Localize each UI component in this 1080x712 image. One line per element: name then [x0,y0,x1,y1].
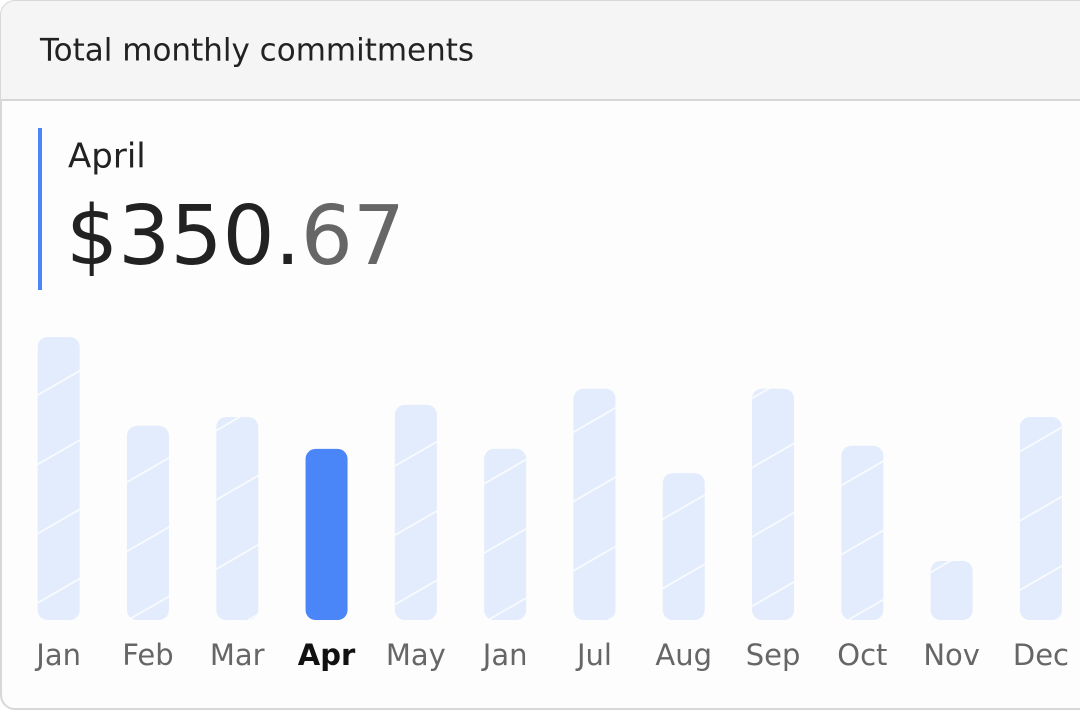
bar-stripes [930,560,973,620]
bar-stripes [573,388,616,620]
bar-selected [305,448,348,620]
x-tick-label: Feb [122,638,173,672]
selected-amount: $350.67 [66,189,405,284]
bar-stripes [1019,417,1062,620]
header-title: Total monthly commitments [39,33,474,69]
bar-stripes [126,425,169,620]
selection-accent [38,128,42,290]
bar-stripes [752,388,795,620]
bar-stripes [216,417,259,620]
selected-label: April [68,137,146,177]
x-tick-label: Oct [837,638,887,672]
x-tick-label: Jan [481,638,528,672]
bar-stripes [394,404,437,620]
bar-stripes [37,337,80,620]
x-tick-label: Dec [1013,638,1069,672]
x-tick-label: Sep [746,638,801,672]
x-tick-label: Nov [923,638,980,672]
card-header [1,1,1080,100]
x-tick-label: Aug [655,638,712,672]
bar-stripes [662,473,705,620]
x-tick-label: Apr [298,638,356,672]
bar-stripes [484,448,527,620]
x-tick-label: May [386,638,446,672]
x-tick-label: Mar [210,638,265,672]
x-tick-label: Jul [575,638,612,672]
x-tick-label: Jan [34,638,81,672]
bar-stripes [841,445,884,620]
